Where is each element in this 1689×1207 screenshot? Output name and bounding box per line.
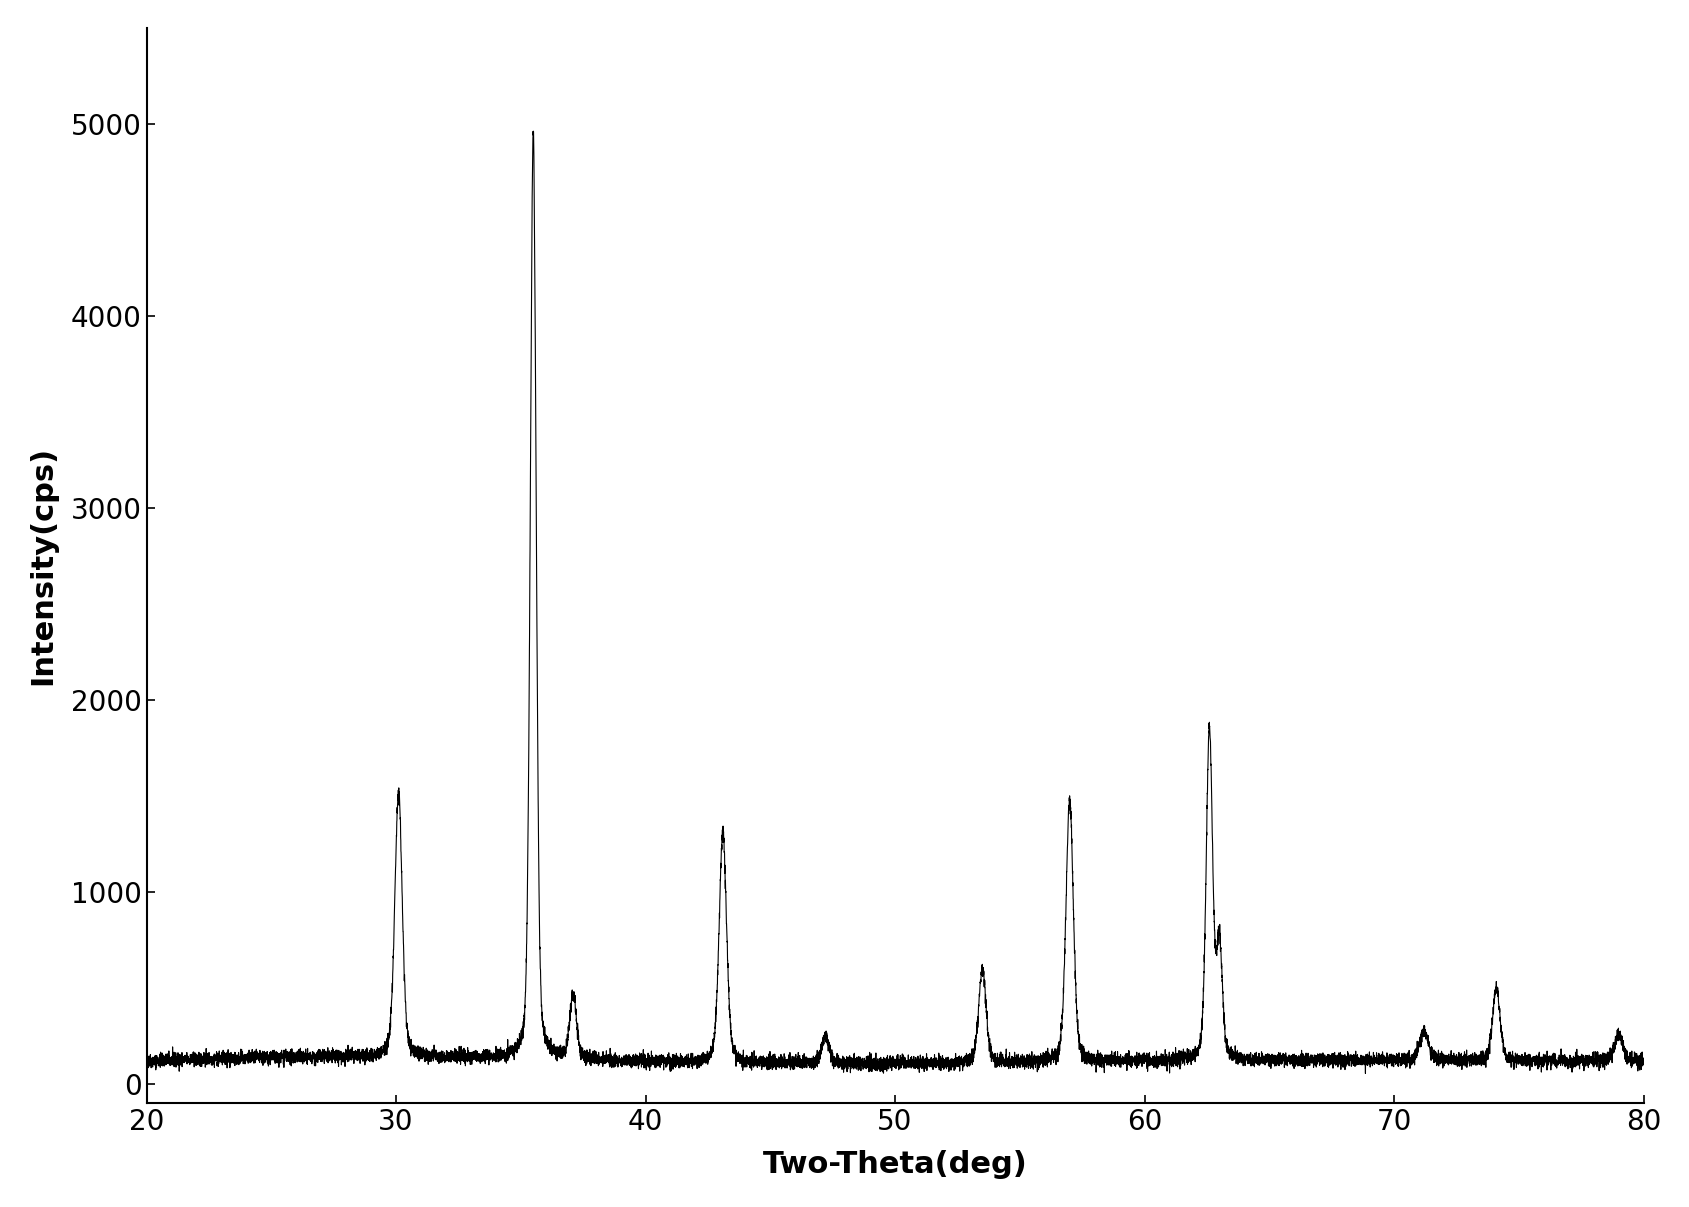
Y-axis label: Intensity(cps): Intensity(cps) <box>27 447 57 686</box>
X-axis label: Two-Theta(deg): Two-Theta(deg) <box>763 1150 1027 1179</box>
